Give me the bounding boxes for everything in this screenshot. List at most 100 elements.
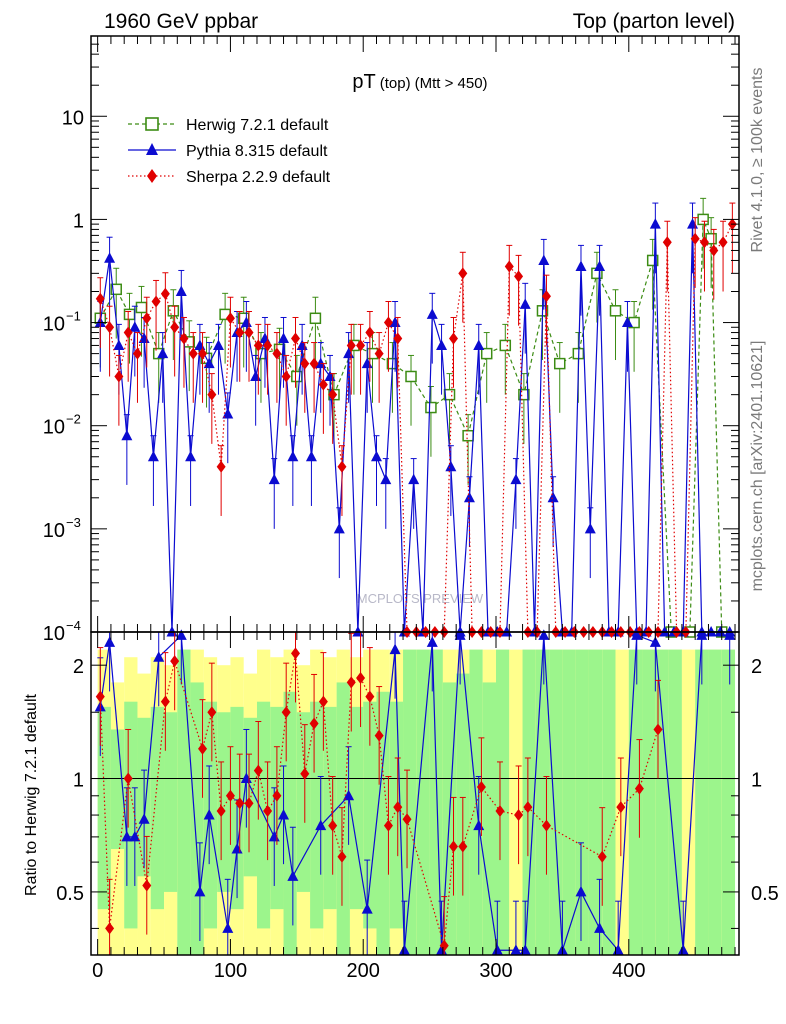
- band-1sigma: [482, 682, 496, 955]
- main-point: [305, 450, 317, 462]
- ratio-point: [309, 717, 319, 730]
- legend-marker-pythia: [146, 143, 158, 155]
- band-1sigma: [177, 649, 191, 955]
- ratio-point: [203, 809, 215, 820]
- ratio-point: [510, 944, 522, 955]
- main-point: [104, 252, 116, 263]
- ratio-series-layer: [94, 629, 736, 955]
- band-2sigma: [509, 649, 523, 955]
- main-point: [95, 292, 105, 305]
- main-point: [697, 213, 709, 226]
- ratio-point: [105, 922, 115, 935]
- band-1sigma: [549, 649, 563, 955]
- xtick-label: 400: [612, 960, 645, 982]
- ratio-ytick-label-right: 0.5: [751, 883, 779, 905]
- xtick-label: 200: [347, 960, 380, 982]
- ratio-point: [142, 879, 152, 892]
- band-1sigma: [310, 701, 324, 929]
- main-point: [170, 321, 180, 334]
- main-point: [278, 332, 290, 344]
- main-ytick-label: 10: [43, 520, 65, 542]
- plot-title-main: pT: [352, 71, 375, 93]
- ratio-point: [393, 801, 403, 814]
- band-1sigma: [575, 649, 589, 955]
- main-point: [121, 429, 133, 441]
- main-point: [709, 244, 719, 257]
- main-point: [445, 460, 457, 472]
- main-point: [337, 460, 347, 473]
- ratio-point: [365, 690, 375, 703]
- legend-entry-sherpa: Sherpa 2.2.9 default: [128, 169, 331, 186]
- band-1sigma: [655, 649, 669, 955]
- main-point: [405, 370, 417, 383]
- legend-marker-herwig: [145, 117, 159, 131]
- band-1sigma: [389, 701, 404, 929]
- legend-label-herwig: Herwig 7.2.1 default: [186, 117, 329, 134]
- ratio-ytick-label: 2: [73, 656, 84, 678]
- ratio-point: [649, 636, 661, 647]
- main-point: [147, 450, 159, 462]
- main-ytick-exp: −2: [66, 412, 81, 427]
- ratio-point: [439, 939, 449, 952]
- band-1sigma: [336, 682, 350, 955]
- band-1sigma: [695, 649, 709, 955]
- ratio-point: [426, 636, 438, 647]
- ratio-point: [263, 805, 273, 818]
- ratio-point: [160, 695, 170, 708]
- main-point: [185, 450, 197, 462]
- band-2sigma: [681, 649, 696, 955]
- ratio-point: [538, 629, 550, 640]
- main-point: [594, 260, 606, 271]
- main-point: [443, 388, 456, 401]
- ratio-point: [458, 840, 468, 853]
- main-point: [538, 254, 550, 265]
- ratio-point: [138, 813, 150, 824]
- ratio-point: [222, 922, 234, 933]
- ratio-point: [216, 805, 226, 818]
- ratio-point: [653, 723, 663, 736]
- ratio-point: [634, 782, 644, 795]
- band-2sigma: [615, 649, 629, 955]
- main-point: [356, 339, 366, 352]
- plot-title-sub: (top): [380, 75, 411, 92]
- ratio-point: [272, 789, 282, 802]
- main-point: [383, 316, 393, 329]
- band-1sigma: [588, 649, 603, 955]
- band-1sigma: [323, 706, 337, 910]
- ratio-ytick-label-right: 2: [751, 656, 762, 678]
- band-1sigma: [190, 682, 204, 955]
- main-point: [499, 339, 512, 352]
- main-point: [105, 321, 115, 334]
- ratio-point: [356, 671, 366, 684]
- ratio-point: [631, 629, 643, 640]
- main-point: [621, 316, 633, 328]
- main-point: [151, 295, 161, 308]
- main-point: [222, 407, 234, 419]
- band-1sigma: [217, 712, 231, 892]
- main-point: [110, 283, 122, 296]
- band-1sigma: [602, 649, 616, 955]
- ratio-point: [104, 636, 116, 647]
- legend-entry-herwig: Herwig 7.2.1 default: [128, 117, 329, 134]
- ratio-point: [361, 903, 373, 914]
- legend-entry-pythia: Pythia 8.315 default: [128, 143, 328, 160]
- ratio-point: [523, 801, 533, 814]
- main-point: [346, 339, 356, 352]
- main-point: [380, 473, 392, 485]
- band-1sigma: [642, 649, 656, 955]
- xtick-label: 300: [479, 960, 512, 982]
- ratio-point: [398, 944, 410, 955]
- main-point: [436, 339, 448, 350]
- main-ytick-label: 10: [43, 314, 65, 336]
- main-point: [690, 232, 700, 245]
- ratio-point: [402, 813, 412, 826]
- ratio-point: [278, 809, 290, 820]
- main-point: [449, 332, 459, 345]
- band-1sigma: [721, 649, 736, 955]
- band-1sigma: [243, 717, 257, 877]
- band-1sigma: [535, 649, 550, 955]
- main-point: [207, 388, 217, 401]
- main-point: [374, 347, 384, 360]
